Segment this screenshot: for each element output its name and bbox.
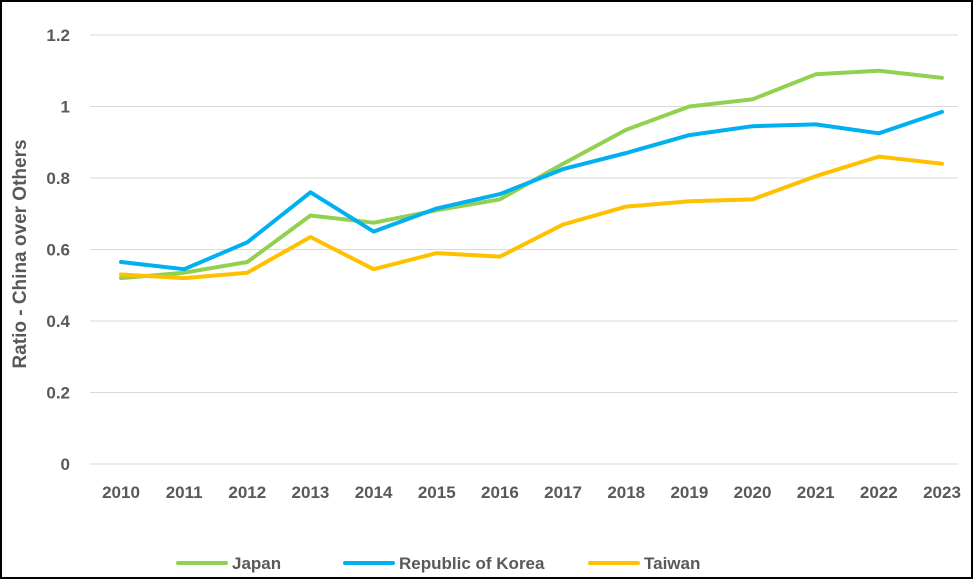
gridlines (90, 34, 958, 465)
y-tick-label: 0 (61, 455, 70, 474)
series-line-republic-of-korea (119, 109, 944, 272)
x-tick-label: 2014 (355, 483, 393, 502)
x-tick-label: 2011 (166, 483, 203, 502)
y-axis-ticks: 0 0.2 0.4 0.6 0.8 1 1.2 (46, 26, 70, 474)
legend-label: Taiwan (644, 554, 700, 573)
x-axis-ticks: 2010 2011 2012 2013 2014 2015 2016 2017 2018 2019… (102, 483, 961, 502)
y-tick-label: 1 (61, 98, 70, 117)
x-tick-label: 2017 (544, 483, 582, 502)
x-tick-label: 2021 (797, 483, 835, 502)
series-lines (119, 68, 944, 281)
x-tick-label: 2016 (481, 483, 519, 502)
x-tick-label: 2023 (923, 483, 961, 502)
y-axis-title: Ratio - China over Others (10, 139, 31, 368)
x-tick-label: 2012 (228, 483, 266, 502)
y-tick-label: 0.8 (46, 169, 70, 188)
legend: Japan Republic of Korea Taiwan (176, 554, 700, 573)
x-tick-label: 2010 (102, 483, 140, 502)
x-tick-label: 2019 (670, 483, 708, 502)
x-tick-label: 2015 (418, 483, 456, 502)
legend-label: Republic of Korea (399, 554, 545, 573)
x-tick-label: 2020 (734, 483, 772, 502)
y-tick-label: 1.2 (46, 26, 70, 45)
legend-label: Japan (232, 554, 281, 573)
y-tick-label: 0.4 (46, 312, 70, 331)
y-tick-label: 0.2 (46, 384, 70, 403)
series-line-taiwan (119, 154, 944, 281)
y-tick-label: 0.6 (46, 241, 70, 260)
x-tick-label: 2013 (292, 483, 330, 502)
x-tick-label: 2018 (607, 483, 645, 502)
x-tick-label: 2022 (860, 483, 898, 502)
